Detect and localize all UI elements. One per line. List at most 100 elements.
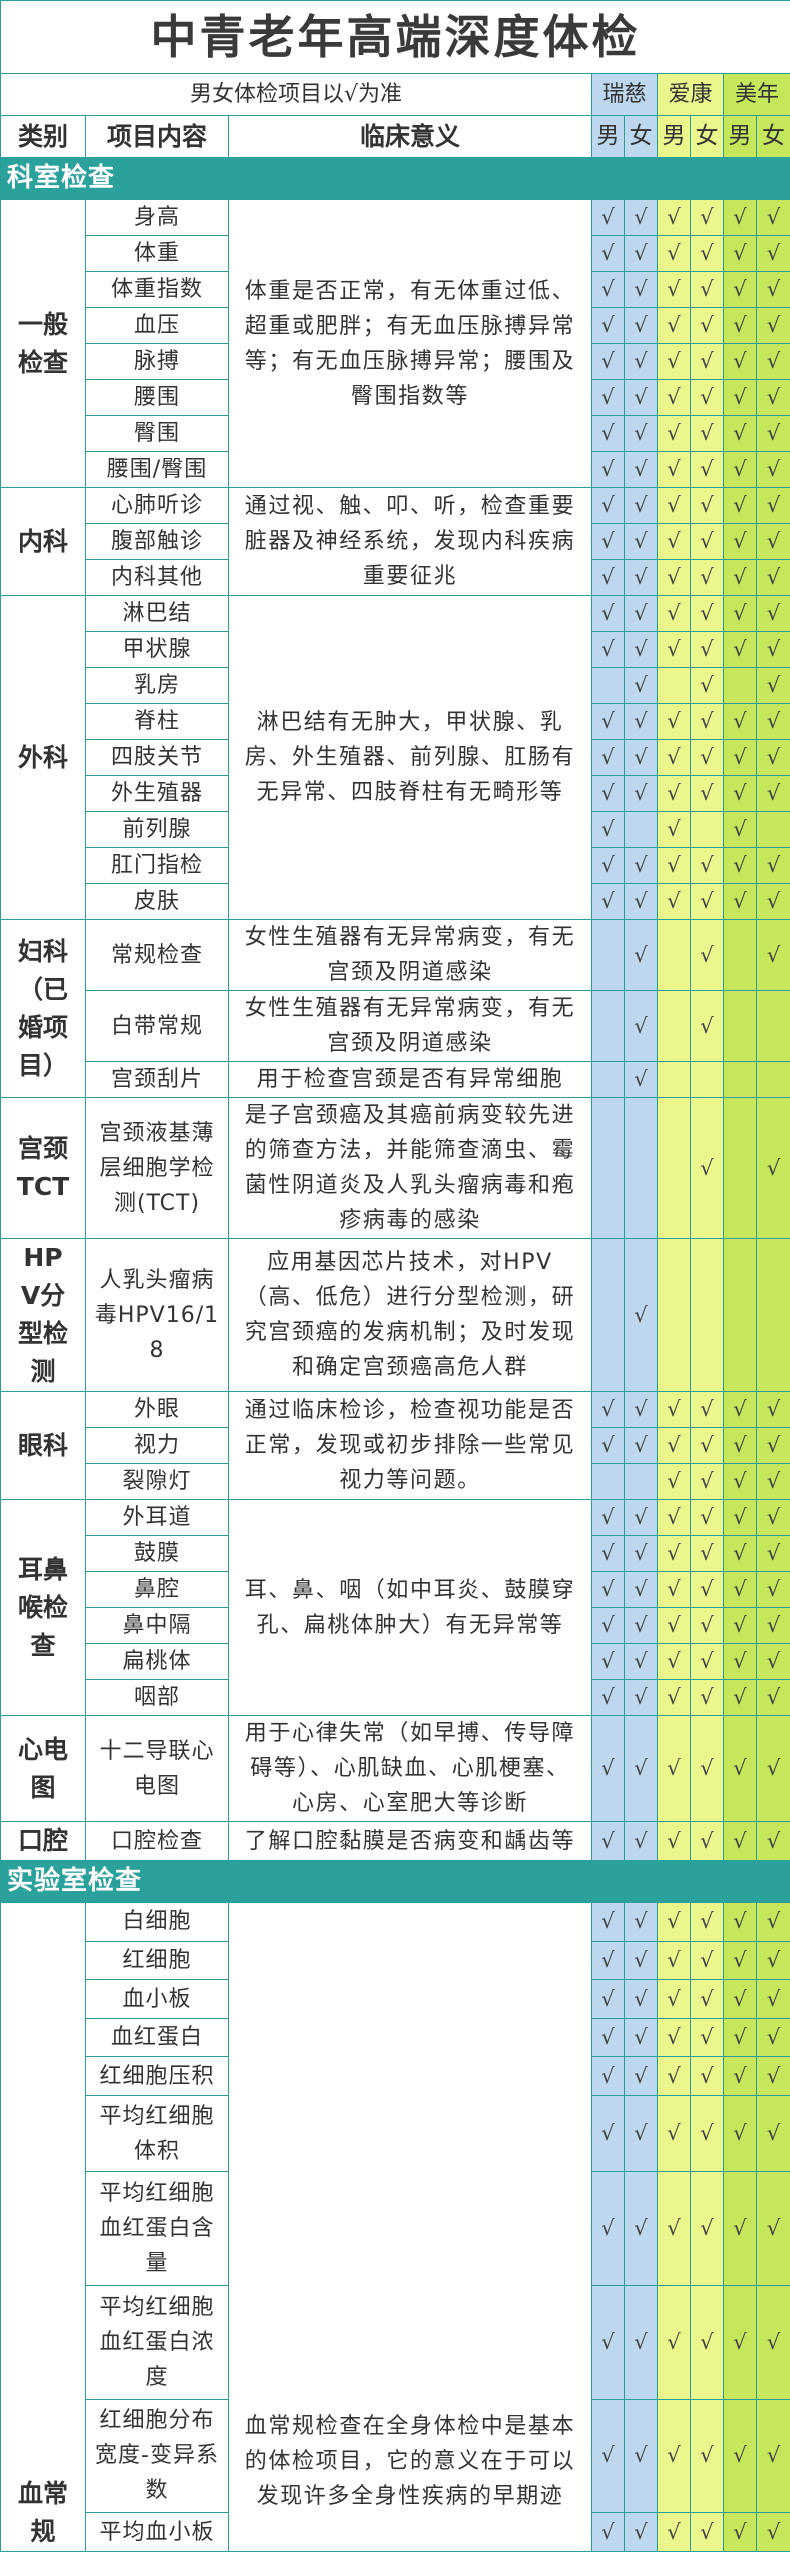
check-aikang-male: √ [658, 236, 691, 272]
check-meinian-female: √ [757, 1392, 790, 1428]
check-aikang-male: √ [658, 1500, 691, 1536]
check-ruici-male: √ [592, 596, 625, 632]
check-aikang-male: √ [658, 308, 691, 344]
check-aikang-female: √ [691, 1644, 724, 1680]
check-meinian-female: √ [757, 1644, 790, 1680]
check-ruici-male: √ [592, 452, 625, 488]
check-meinian-male: √ [724, 2285, 757, 2399]
item-cell: 红细胞压积 [86, 2057, 229, 2096]
check-ruici-female: √ [625, 2172, 658, 2286]
check-meinian-male: √ [724, 1464, 757, 1500]
item-cell: 臀围 [86, 416, 229, 452]
check-ruici-female [625, 812, 658, 848]
check-ruici-male [592, 991, 625, 1062]
check-aikang-male: √ [658, 344, 691, 380]
check-ruici-female: √ [625, 848, 658, 884]
check-ruici-female: √ [625, 1572, 658, 1608]
check-meinian-male: √ [724, 740, 757, 776]
category-cell: 心电图 [1, 1716, 86, 1822]
check-aikang-female [691, 812, 724, 848]
item-cell: 平均红细胞血红蛋白含量 [86, 2172, 229, 2286]
check-meinian-male: √ [724, 1644, 757, 1680]
category-cell: HPV分型检测 [1, 1239, 86, 1392]
check-ruici-female: √ [625, 2096, 658, 2172]
table-row: 血常规白细胞血常规检查在全身体检中是基本的体检项目，它的意义在于可以发现许多全身… [1, 1903, 790, 1942]
check-meinian-female: √ [757, 560, 790, 596]
check-ruici-female: √ [625, 344, 658, 380]
check-meinian-male: √ [724, 2513, 757, 2552]
check-ruici-male: √ [592, 1572, 625, 1608]
meaning-cell: 女性生殖器有无异常病变，有无宫颈及阴道感染 [229, 991, 592, 1062]
check-aikang-male: √ [658, 1822, 691, 1861]
check-aikang-male: √ [658, 1941, 691, 1980]
check-ruici-male [592, 1239, 625, 1392]
meaning-cell: 血常规检查在全身体检中是基本的体检项目，它的意义在于可以发现许多全身性疾病的早期… [229, 1903, 592, 2552]
check-ruici-male: √ [592, 2096, 625, 2172]
check-meinian-female: √ [757, 920, 790, 991]
check-ruici-male: √ [592, 1428, 625, 1464]
check-meinian-female [757, 991, 790, 1062]
check-ruici-male: √ [592, 884, 625, 920]
check-aikang-female: √ [691, 560, 724, 596]
check-aikang-male: √ [658, 1464, 691, 1500]
check-meinian-female: √ [757, 632, 790, 668]
check-meinian-female: √ [757, 416, 790, 452]
check-ruici-female: √ [625, 1536, 658, 1572]
check-aikang-female: √ [691, 1500, 724, 1536]
check-aikang-female: √ [691, 2285, 724, 2399]
check-ruici-male: √ [592, 1392, 625, 1428]
check-meinian-female: √ [757, 1428, 790, 1464]
check-meinian-female: √ [757, 848, 790, 884]
item-cell: 鼻腔 [86, 1572, 229, 1608]
check-ruici-male: √ [592, 560, 625, 596]
meaning-cell: 通过临床检诊，检查视功能是否正常，发现或初步排除一些常见视力等问题。 [229, 1392, 592, 1500]
check-aikang-female: √ [691, 991, 724, 1062]
check-aikang-male: √ [658, 1392, 691, 1428]
header-meinian-male: 男 [724, 116, 757, 158]
check-aikang-male: √ [658, 884, 691, 920]
item-cell: 乳房 [86, 668, 229, 704]
check-ruici-female: √ [625, 2018, 658, 2057]
check-meinian-female: √ [757, 308, 790, 344]
check-aikang-female: √ [691, 1716, 724, 1822]
check-ruici-female: √ [625, 632, 658, 668]
check-meinian-male [724, 668, 757, 704]
table-row: 眼科外眼通过临床检诊，检查视功能是否正常，发现或初步排除一些常见视力等问题。√√… [1, 1392, 790, 1428]
item-cell: 平均红细胞体积 [86, 2096, 229, 2172]
check-aikang-male: √ [658, 1980, 691, 2019]
item-cell: 腰围 [86, 380, 229, 416]
check-ruici-male: √ [592, 1716, 625, 1822]
item-cell: 淋巴结 [86, 596, 229, 632]
check-meinian-female: √ [757, 2172, 790, 2286]
check-aikang-male: √ [658, 380, 691, 416]
check-meinian-male [724, 1239, 757, 1392]
check-meinian-male: √ [724, 344, 757, 380]
check-aikang-female [691, 1062, 724, 1098]
check-meinian-male: √ [724, 812, 757, 848]
check-meinian-male: √ [724, 452, 757, 488]
item-cell: 血红蛋白 [86, 2018, 229, 2057]
check-ruici-female: √ [625, 2285, 658, 2399]
check-aikang-female: √ [691, 2018, 724, 2057]
item-cell: 甲状腺 [86, 632, 229, 668]
check-ruici-male: √ [592, 1500, 625, 1536]
check-aikang-male [658, 1062, 691, 1098]
check-aikang-male: √ [658, 1644, 691, 1680]
category-cell: 外科 [1, 596, 86, 920]
check-ruici-male: √ [592, 848, 625, 884]
check-meinian-female: √ [757, 1903, 790, 1942]
check-aikang-female: √ [691, 632, 724, 668]
check-meinian-male [724, 1098, 757, 1239]
check-ruici-female: √ [625, 1941, 658, 1980]
check-meinian-male: √ [724, 416, 757, 452]
check-meinian-female: √ [757, 2513, 790, 2552]
check-aikang-female: √ [691, 344, 724, 380]
check-ruici-female: √ [625, 2399, 658, 2513]
check-ruici-female: √ [625, 1980, 658, 2019]
check-aikang-female: √ [691, 1572, 724, 1608]
item-cell: 血压 [86, 308, 229, 344]
check-aikang-female: √ [691, 308, 724, 344]
meaning-cell: 了解口腔黏膜是否病变和龋齿等 [229, 1822, 592, 1861]
check-meinian-female: √ [757, 1716, 790, 1822]
